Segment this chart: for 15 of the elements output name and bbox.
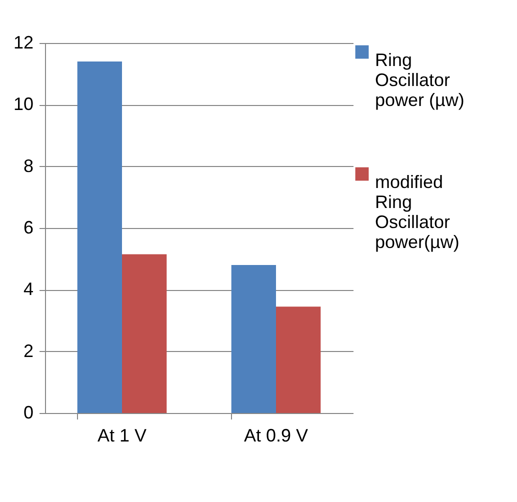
bar <box>77 62 122 413</box>
y-tick-label: 6 <box>23 218 34 238</box>
y-tick-label: 10 <box>13 94 34 114</box>
y-tick-label: 4 <box>23 279 34 300</box>
y-tick-label: 2 <box>23 340 34 361</box>
bar <box>122 254 167 413</box>
y-tick-label: 8 <box>23 156 34 176</box>
x-tick-label: At 0.9 V <box>244 426 308 446</box>
legend-label: modified Ring Oscillator power(µw) <box>375 172 460 252</box>
x-tick-label: At 1 V <box>97 426 147 446</box>
bar <box>276 306 321 413</box>
legend-label: Ring Oscillator power (µw) <box>375 50 464 110</box>
y-tick-label: 12 <box>13 32 34 52</box>
bar <box>231 265 276 413</box>
y-tick-label: 0 <box>23 402 34 422</box>
